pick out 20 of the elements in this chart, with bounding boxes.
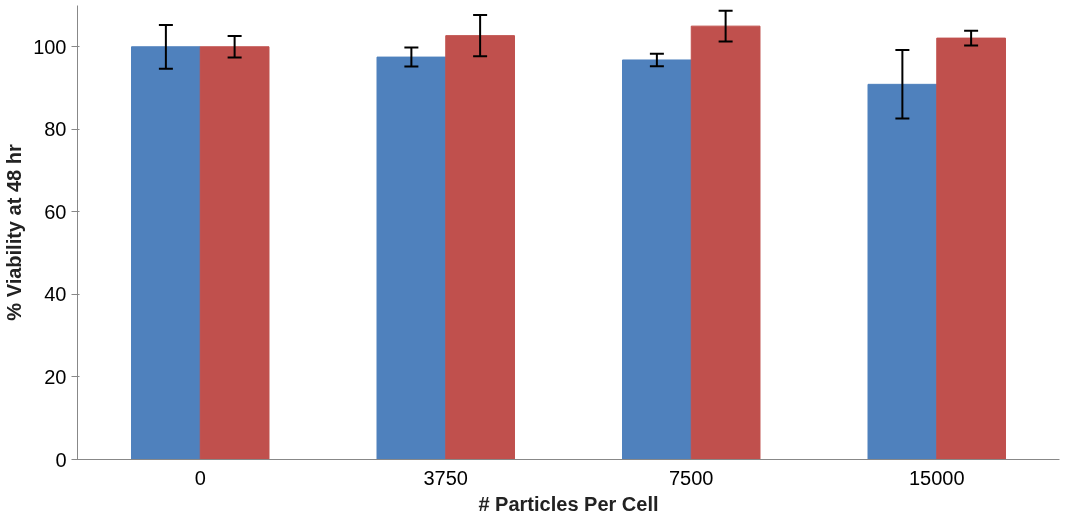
bar xyxy=(445,35,515,460)
bar xyxy=(690,25,761,460)
y-tick-label: 0 xyxy=(55,448,67,471)
y-tick-label: 80 xyxy=(44,118,67,141)
y-axis-title: % Viability at 48 hr xyxy=(3,144,26,321)
x-tick-label: 3750 xyxy=(423,466,468,489)
x-tick-label: 7500 xyxy=(669,466,714,489)
bar xyxy=(376,56,447,460)
bar xyxy=(131,46,201,460)
bar xyxy=(936,37,1006,460)
x-axis-title: # Particles Per Cell xyxy=(478,492,659,515)
y-tick-label: 40 xyxy=(44,283,67,306)
bar xyxy=(199,46,270,460)
x-tick-label: 0 xyxy=(194,466,206,489)
bar xyxy=(622,59,692,460)
y-tick-label: 100 xyxy=(33,35,67,58)
y-tick-label: 20 xyxy=(44,365,67,388)
y-tick-label: 60 xyxy=(44,200,67,223)
bar xyxy=(867,83,938,460)
x-tick-label: 15000 xyxy=(908,466,965,489)
